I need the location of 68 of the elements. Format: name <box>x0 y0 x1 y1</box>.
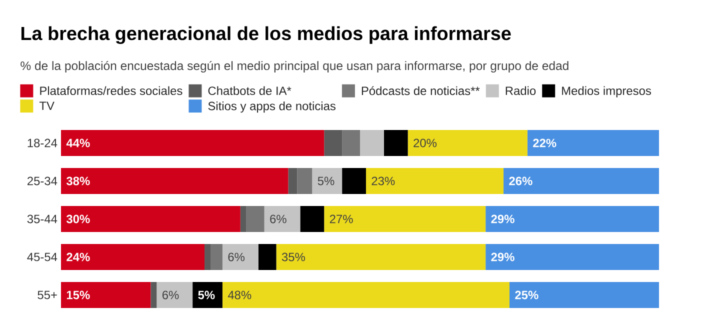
bar <box>264 206 300 232</box>
y-tick-label: 35-44 <box>27 214 58 224</box>
legend-label: TV <box>39 102 54 110</box>
bar <box>324 130 342 156</box>
bar <box>384 130 408 156</box>
bar <box>222 244 258 270</box>
data-label: 44% <box>66 138 90 148</box>
bar <box>61 206 240 232</box>
bar <box>486 244 660 270</box>
bar <box>210 244 222 270</box>
data-label: 22% <box>533 138 556 148</box>
bar <box>61 130 324 156</box>
bar <box>300 206 324 232</box>
data-label: 29% <box>491 252 514 262</box>
data-label: 6% <box>270 214 286 224</box>
legend-label: Sitios y apps de noticias <box>208 101 336 113</box>
legend-label: Chatbots de IA* <box>208 86 292 96</box>
bar <box>276 244 486 270</box>
data-label: 27% <box>330 214 353 224</box>
bar <box>366 168 504 194</box>
bar <box>61 168 288 194</box>
y-tick-label: 18-24 <box>28 138 58 148</box>
bar <box>258 244 276 270</box>
y-tick-label: 55+ <box>38 290 57 300</box>
bar <box>510 282 660 308</box>
data-label: 38% <box>66 176 90 186</box>
bar <box>61 282 151 308</box>
bar <box>288 168 298 194</box>
bar <box>150 282 157 308</box>
bar <box>324 206 486 232</box>
bar <box>360 130 384 156</box>
bar <box>61 244 205 270</box>
legend-label: Plataformas/redes sociales <box>40 86 182 96</box>
bar <box>342 168 366 194</box>
data-label: 26% <box>509 176 532 186</box>
bar <box>240 206 246 232</box>
bar <box>192 282 222 308</box>
data-label: 15% <box>66 290 90 300</box>
chart-subtitle: % de la población encuestada según el medio principal que usan para informarse, por grupo de edad <box>20 60 568 73</box>
legend-label: Medios impresos <box>562 86 652 98</box>
bar <box>408 130 528 156</box>
legend-label: Pódcasts de noticias** <box>362 86 480 96</box>
bar <box>504 168 660 194</box>
data-label: 23% <box>372 176 395 186</box>
legend-label: Radio <box>506 86 536 96</box>
bar <box>312 168 342 194</box>
data-label: 5% <box>198 290 215 300</box>
data-label: 35% <box>282 252 305 262</box>
bar <box>486 206 660 232</box>
bar <box>222 282 510 308</box>
data-label: 24% <box>66 252 90 262</box>
data-label: 48% <box>228 290 252 300</box>
bar <box>342 130 360 156</box>
chart-title: La brecha generacional de los medios para informarse <box>21 26 511 44</box>
data-label: 20% <box>414 138 437 148</box>
data-label: 29% <box>491 214 514 224</box>
data-label: 25% <box>515 290 538 300</box>
bar <box>246 206 264 232</box>
bar <box>156 282 193 308</box>
data-label: 6% <box>228 252 245 262</box>
bar <box>204 244 210 270</box>
y-tick-label: 45-54 <box>27 252 58 262</box>
data-label: 5% <box>318 176 334 186</box>
data-label: 30% <box>66 214 90 224</box>
data-label: 6% <box>162 290 179 300</box>
y-tick-label: 25-34 <box>27 176 58 186</box>
bar <box>527 130 660 156</box>
bar <box>297 168 312 194</box>
